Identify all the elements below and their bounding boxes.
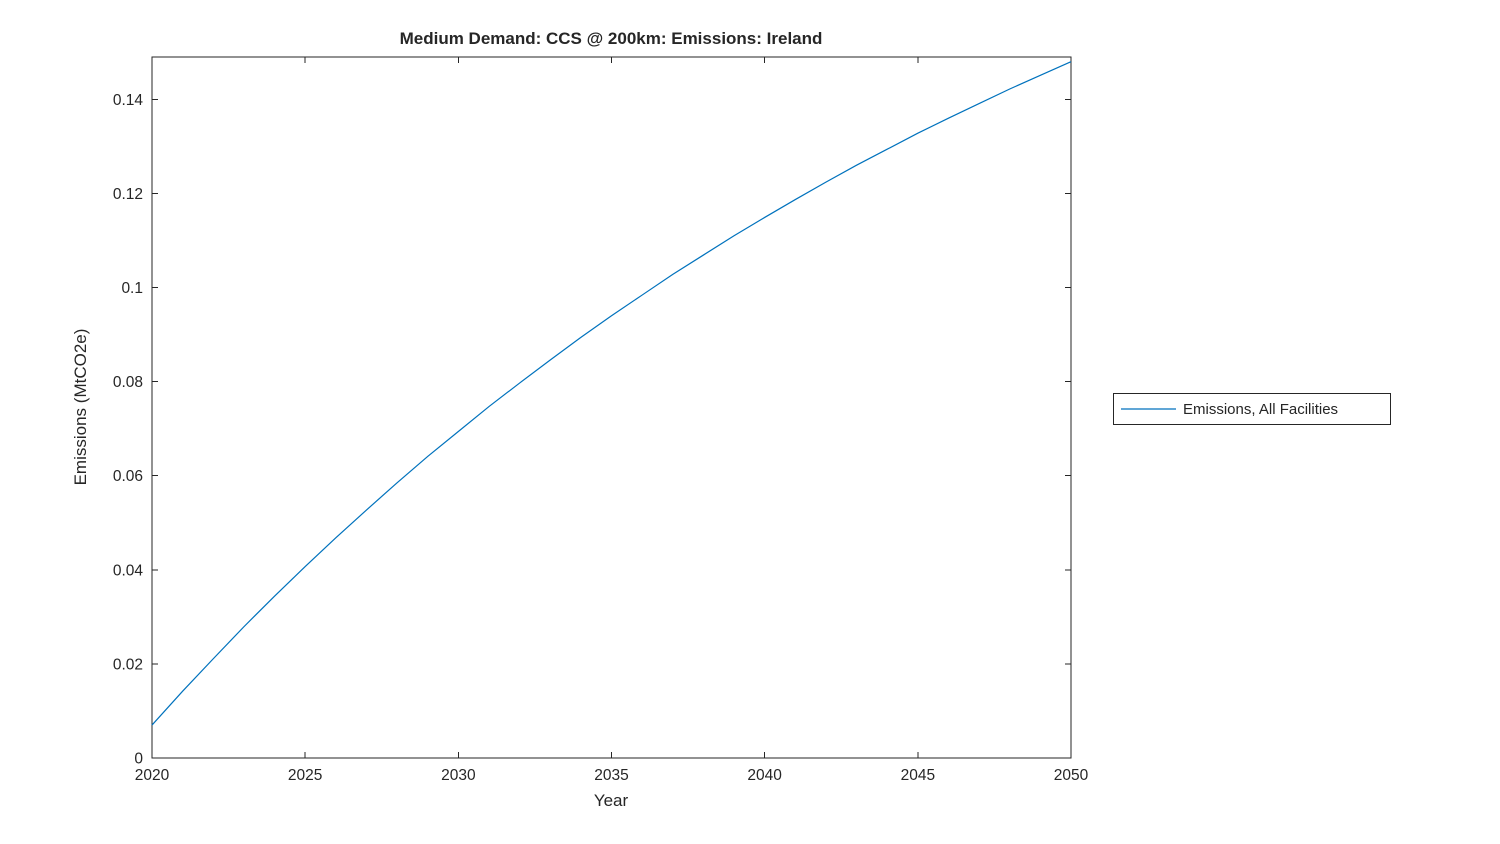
x-tick-label: 2045	[901, 767, 935, 784]
y-tick-label: 0	[134, 751, 143, 768]
x-tick-label: 2020	[135, 767, 170, 784]
x-tick-label: 2025	[288, 767, 322, 784]
y-tick-label: 0.04	[113, 562, 144, 579]
plot-box	[151, 56, 1072, 759]
legend-label: Emissions, All Facilities	[1183, 401, 1338, 418]
y-tick-label: 0.02	[113, 656, 143, 673]
y-tick-label: 0.12	[113, 186, 143, 203]
y-axis-label: Emissions (MtCO2e)	[71, 329, 90, 486]
x-tick-label: 2030	[441, 767, 476, 784]
y-tick-label: 0.08	[113, 374, 143, 391]
y-tick-label: 0.14	[113, 92, 144, 109]
axis-ticks: 2020 2025 2030 2035 2040 2045 2050 0 0.02 0.04 0.0…	[113, 57, 1089, 784]
x-tick-label: 2050	[1054, 767, 1089, 784]
chart-title: Medium Demand: CCS @ 200km: Emissions: I…	[400, 29, 823, 48]
y-tick-label: 0.1	[121, 280, 143, 297]
legend[interactable]: Emissions, All Facilities	[1113, 393, 1391, 425]
emissions-line	[151, 61, 1072, 726]
y-tick-label: 0.06	[113, 468, 143, 485]
x-axis-label: Year	[594, 791, 629, 810]
x-tick-label: 2040	[747, 767, 782, 784]
x-tick-label: 2035	[594, 767, 628, 784]
